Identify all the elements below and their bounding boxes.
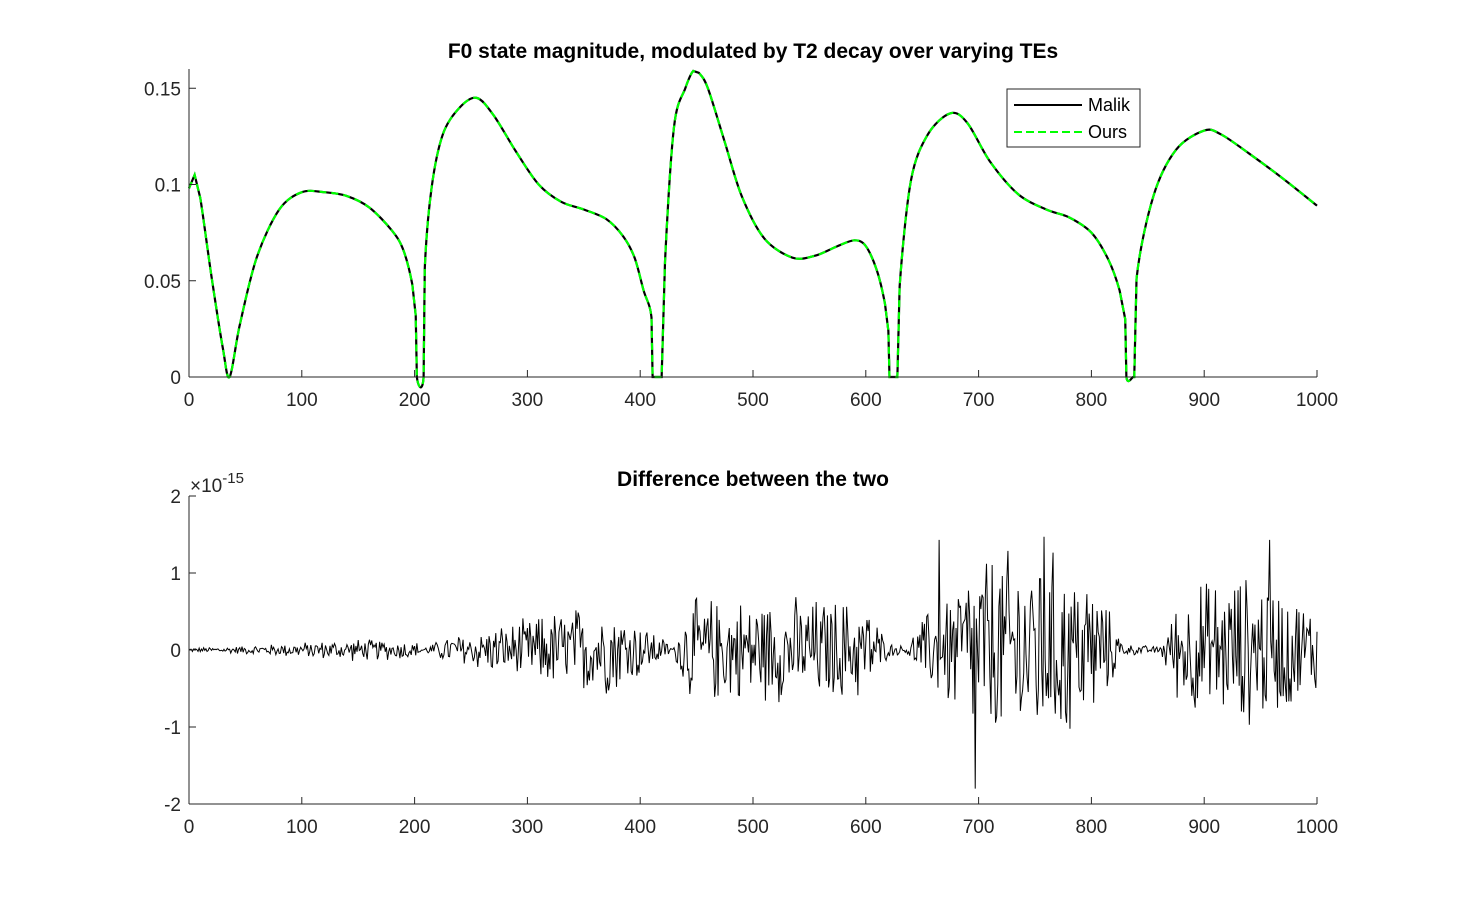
bottom-x-tick-label: 0 bbox=[184, 817, 195, 838]
bottom-subplot: Difference between the two 0 100 200 300 400… bbox=[164, 468, 1338, 838]
top-x-tick-label: 900 bbox=[1188, 390, 1220, 411]
y-exponent-label: ×10-15 bbox=[190, 470, 244, 497]
top-x-tick-label: 1000 bbox=[1296, 390, 1338, 411]
bottom-y-ticks: -2 -1 0 1 2 bbox=[164, 487, 196, 816]
top-y-tick-label: 0 bbox=[170, 368, 181, 389]
top-y-tick-label: 0.15 bbox=[144, 79, 181, 100]
top-x-tick-label: 300 bbox=[512, 390, 544, 411]
bottom-chart-title: Difference between the two bbox=[617, 468, 889, 491]
bottom-x-tick-label: 400 bbox=[624, 817, 656, 838]
bottom-x-tick-label: 500 bbox=[737, 817, 769, 838]
bottom-y-tick-label: 0 bbox=[170, 641, 181, 662]
bottom-x-tick-label: 800 bbox=[1076, 817, 1108, 838]
bottom-plot-line bbox=[188, 536, 1318, 789]
series-ours-line bbox=[187, 69, 1318, 389]
top-x-ticks: 0 100 200 300 400 500 600 700 800 900 1000 bbox=[184, 370, 1338, 411]
bottom-x-tick-label: 300 bbox=[512, 817, 544, 838]
top-y-tick-label: 0.1 bbox=[155, 176, 181, 197]
legend-box bbox=[1006, 88, 1141, 148]
top-x-tick-label: 800 bbox=[1076, 390, 1108, 411]
bottom-x-tick-label: 100 bbox=[286, 817, 318, 838]
top-plot-lines bbox=[187, 69, 1318, 389]
bottom-y-tick-label: -2 bbox=[164, 795, 181, 816]
top-x-tick-label: 0 bbox=[184, 390, 195, 411]
top-y-ticks: 0 0.05 0.1 0.15 bbox=[144, 79, 196, 389]
top-x-tick-label: 400 bbox=[624, 390, 656, 411]
bottom-y-tick-label: 1 bbox=[170, 564, 181, 585]
legend-malik-label: Malik bbox=[1088, 95, 1131, 115]
legend: Malik Ours bbox=[1006, 88, 1141, 148]
exponent-base: ×10 bbox=[190, 476, 222, 497]
top-y-tick-label: 0.05 bbox=[144, 272, 181, 293]
legend-ours-label: Ours bbox=[1088, 122, 1127, 142]
exponent-power: -15 bbox=[222, 470, 244, 487]
top-x-tick-label: 100 bbox=[286, 390, 318, 411]
top-x-tick-label: 600 bbox=[850, 390, 882, 411]
series-malik-line bbox=[187, 69, 1318, 389]
top-x-tick-label: 500 bbox=[737, 390, 769, 411]
top-chart-title: F0 state magnitude, modulated by T2 deca… bbox=[448, 40, 1058, 63]
bottom-x-ticks: 0 100 200 300 400 500 600 700 800 900 1000 bbox=[184, 797, 1338, 838]
bottom-x-tick-label: 1000 bbox=[1296, 817, 1338, 838]
top-subplot: F0 state magnitude, modulated by T2 deca… bbox=[144, 40, 1338, 411]
top-x-tick-label: 200 bbox=[399, 390, 431, 411]
top-x-tick-label: 700 bbox=[963, 390, 995, 411]
bottom-x-tick-label: 900 bbox=[1188, 817, 1220, 838]
bottom-x-tick-label: 200 bbox=[399, 817, 431, 838]
bottom-y-tick-label: -1 bbox=[164, 718, 181, 739]
bottom-x-tick-label: 700 bbox=[963, 817, 995, 838]
bottom-x-tick-label: 600 bbox=[850, 817, 882, 838]
difference-series-line bbox=[188, 536, 1318, 789]
bottom-y-tick-label: 2 bbox=[170, 487, 181, 508]
